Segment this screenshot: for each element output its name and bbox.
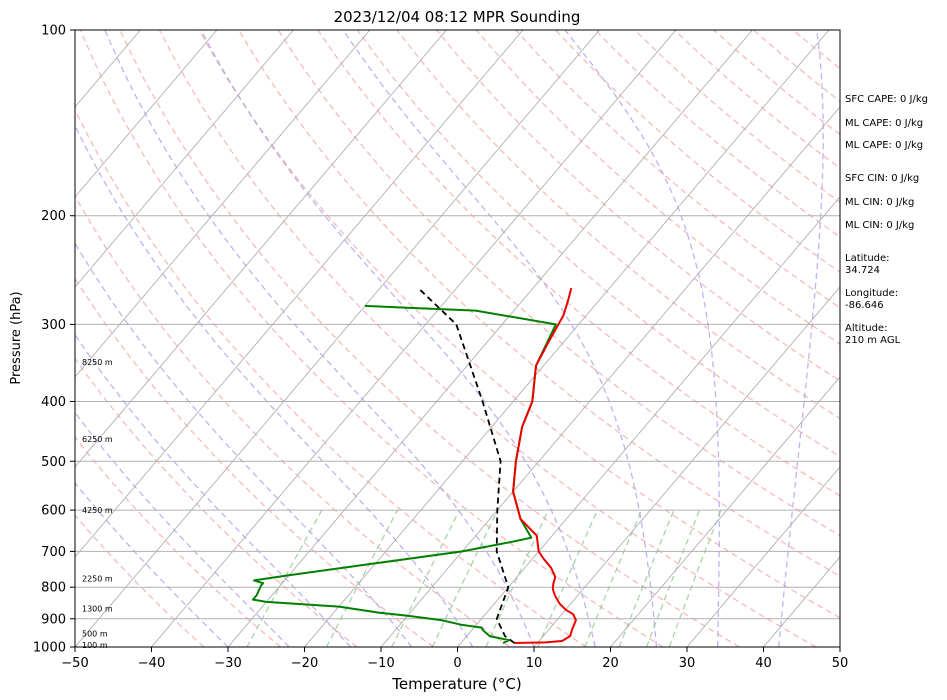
moist-adiabat: [200, 30, 596, 647]
isotherm-gridline: [75, 30, 447, 468]
moist-adiabat: [342, 30, 658, 647]
dry-adiabat: [436, 30, 840, 382]
info-panel-line: 34.724: [845, 265, 880, 276]
isotherm-gridline: [75, 30, 600, 647]
x-tick-label: −50: [61, 656, 88, 671]
info-panel-line: Longitude:: [845, 288, 898, 299]
dry-adiabat: [475, 30, 840, 345]
parcel-profile-line: [417, 287, 516, 644]
isotherm-gridline: [75, 30, 218, 198]
isotherm-gridline: [151, 30, 677, 647]
y-tick-label: 600: [41, 504, 66, 519]
isotherm-gridline: [227, 30, 753, 647]
y-tick-label: 200: [41, 209, 66, 224]
x-tick-label: 30: [679, 656, 696, 671]
isotherm-gridline: [533, 286, 840, 647]
height-label: 100 m: [82, 641, 108, 650]
dry-adiabat: [277, 30, 840, 537]
height-label: 6250 m: [82, 435, 113, 444]
x-tick-label: −10: [367, 656, 394, 671]
temperature-profile-line: [512, 287, 577, 644]
x-tick-label: 50: [832, 656, 849, 671]
dry-adiabat: [158, 30, 817, 647]
y-tick-label: 900: [41, 612, 66, 627]
y-tick-label: 700: [41, 545, 66, 560]
x-tick-label: 20: [602, 656, 619, 671]
dry-adiabat: [75, 514, 205, 647]
moist-adiabat: [564, 30, 720, 647]
height-label: 2250 m: [82, 575, 113, 584]
info-panel-line: SFC CAPE: 0 J/kg: [845, 94, 928, 105]
info-panel-line: SFC CIN: 0 J/kg: [845, 173, 919, 184]
x-tick-label: −30: [214, 656, 241, 671]
chart-title: 2023/12/04 08:12 MPR Sounding: [334, 8, 581, 26]
isotherm-gridline: [686, 466, 840, 647]
info-panel-line: ML CIN: 0 J/kg: [845, 197, 914, 208]
isotherm-gridline: [304, 30, 830, 647]
moist-adiabat: [778, 30, 824, 647]
y-tick-label: 1000: [33, 641, 66, 656]
height-label: 4250 m: [82, 506, 113, 515]
info-panel-line: ML CIN: 0 J/kg: [845, 220, 914, 231]
info-panel-line: Altitude:: [845, 323, 887, 334]
x-tick-label: −40: [138, 656, 165, 671]
y-tick-label: 300: [41, 318, 66, 333]
height-label: 500 m: [82, 630, 108, 639]
plot-frame: [74, 29, 841, 648]
dry-adiabat: [238, 30, 840, 578]
isotherm-gridline: [380, 106, 840, 647]
isotherm-gridline: [75, 30, 524, 558]
moist-adiabat: [75, 333, 351, 647]
isotherm-gridline: [75, 30, 371, 378]
mixing-ratio-line: [485, 509, 549, 647]
moist-adiabat: [75, 124, 474, 647]
dry-adiabat: [317, 30, 840, 497]
x-tick-label: 10: [526, 656, 543, 671]
y-tick-label: 500: [41, 455, 66, 470]
x-tick-label: 0: [453, 656, 461, 671]
height-label: 8250 m: [82, 358, 113, 367]
y-tick-label: 100: [41, 24, 66, 39]
isotherm-gridline: [75, 30, 294, 288]
mixing-ratio-line: [391, 509, 460, 647]
info-panel: SFC CAPE: 0 J/kg ML CAPE: 0 J/kg ML CAPE: …: [845, 94, 928, 346]
dry-adiabat: [75, 194, 511, 647]
mixing-ratio-line: [431, 509, 499, 647]
moist-adiabat: [75, 481, 229, 647]
x-axis-label: Temperature (°C): [391, 675, 521, 693]
mixing-ratio-line: [645, 509, 701, 647]
mixing-ratio-line: [537, 509, 598, 647]
dry-adiabat: [79, 30, 664, 647]
y-tick-label: 800: [41, 581, 66, 596]
dry-adiabat: [75, 108, 587, 647]
height-label: 1300 m: [82, 604, 113, 613]
info-panel-line: Latitude:: [845, 253, 890, 264]
info-panel-line: ML CAPE: 0 J/kg: [845, 140, 923, 151]
info-panel-line: ML CAPE: 0 J/kg: [845, 118, 923, 129]
mixing-ratio-line: [325, 509, 399, 647]
x-tick-label: −20: [291, 656, 318, 671]
x-tick-label: 40: [755, 656, 772, 671]
info-panel-line: 210 m AGL: [845, 335, 901, 346]
dry-adiabat: [198, 30, 840, 619]
mixing-ratio-line: [246, 509, 323, 647]
mixing-ratio-line: [668, 509, 722, 647]
dry-adiabat: [119, 30, 740, 647]
dry-adiabat: [515, 30, 840, 309]
isotherm-gridline: [457, 196, 840, 647]
y-axis-label: Pressure (hPa): [9, 291, 24, 384]
y-tick-label: 400: [41, 395, 66, 410]
isotherm-gridline: [610, 376, 840, 647]
info-panel-line: -86.646: [845, 300, 884, 311]
